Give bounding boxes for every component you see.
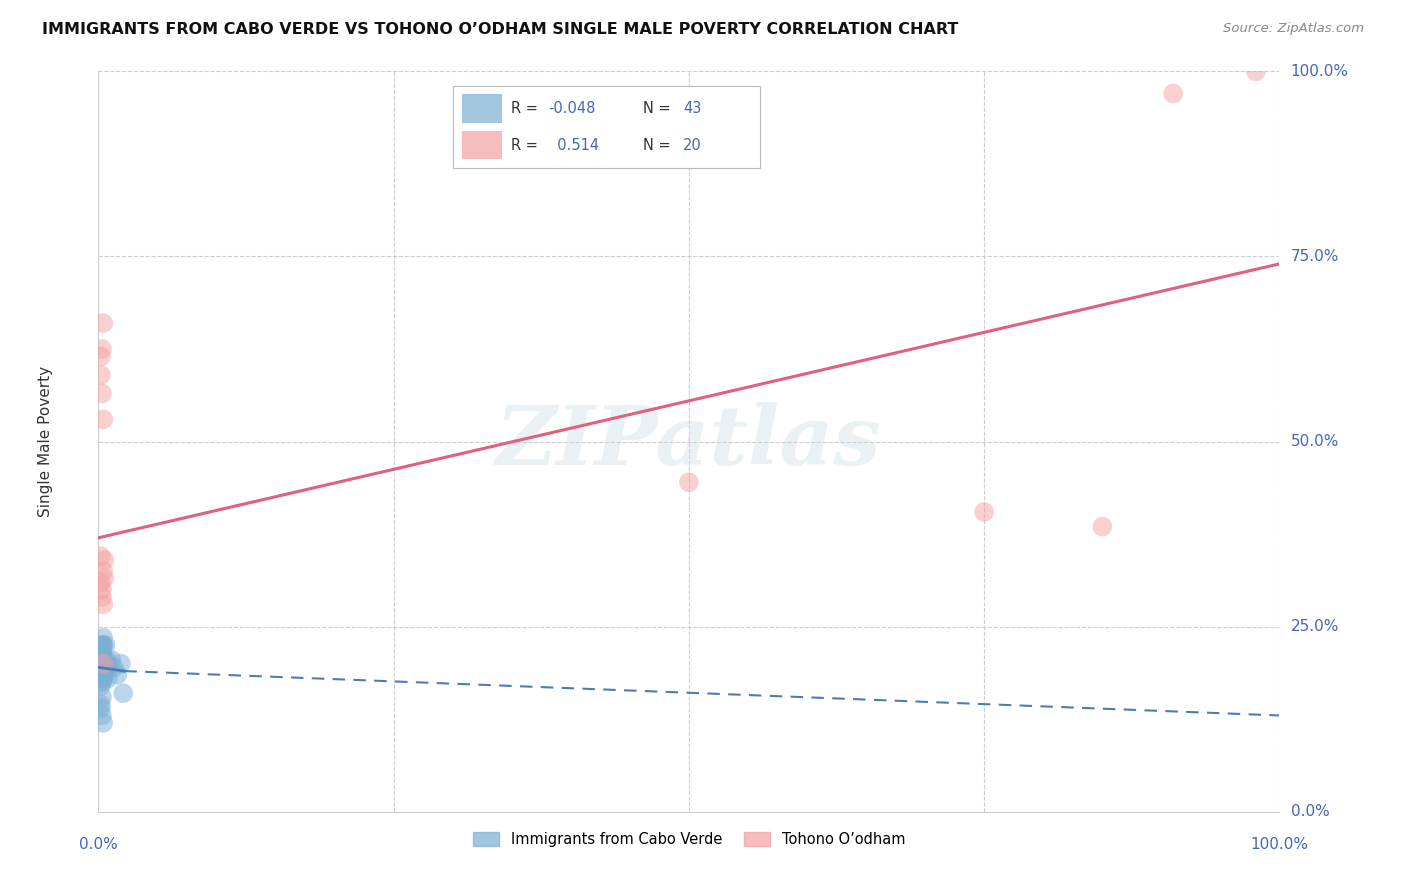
- Text: 100.0%: 100.0%: [1250, 837, 1309, 852]
- Text: Source: ZipAtlas.com: Source: ZipAtlas.com: [1223, 22, 1364, 36]
- Point: [91, 564, 114, 578]
- Point: [93, 572, 115, 586]
- Point: [91, 646, 114, 660]
- Point: [91, 598, 114, 612]
- Point: [91, 657, 114, 671]
- Point: [91, 664, 114, 678]
- Point: [93, 653, 115, 667]
- Point: [973, 505, 995, 519]
- Point: [90, 368, 112, 382]
- Point: [91, 316, 114, 330]
- Point: [90, 549, 112, 564]
- Point: [1091, 519, 1114, 533]
- Legend: Immigrants from Cabo Verde, Tohono O’odham: Immigrants from Cabo Verde, Tohono O’odh…: [467, 826, 911, 853]
- Point: [94, 664, 117, 678]
- Text: 25.0%: 25.0%: [1291, 619, 1339, 634]
- Point: [91, 638, 114, 652]
- Point: [93, 664, 115, 678]
- Text: 50.0%: 50.0%: [1291, 434, 1339, 449]
- Point: [96, 653, 118, 667]
- Point: [91, 590, 114, 604]
- Point: [90, 701, 112, 715]
- Point: [91, 657, 114, 671]
- Point: [112, 686, 135, 700]
- Text: 0.0%: 0.0%: [1291, 805, 1329, 819]
- Point: [91, 638, 114, 652]
- Point: [90, 698, 112, 712]
- Point: [91, 675, 114, 690]
- Point: [94, 638, 117, 652]
- Point: [93, 553, 115, 567]
- Point: [97, 672, 120, 686]
- Text: 0.0%: 0.0%: [79, 837, 118, 852]
- Point: [91, 631, 114, 645]
- Point: [93, 664, 115, 678]
- Point: [91, 638, 114, 652]
- Point: [110, 657, 132, 671]
- Point: [91, 672, 114, 686]
- Point: [91, 386, 114, 401]
- Point: [90, 646, 112, 660]
- Point: [1244, 64, 1267, 78]
- Point: [91, 582, 114, 597]
- Point: [91, 690, 114, 704]
- Point: [91, 646, 114, 660]
- Point: [91, 342, 114, 356]
- Point: [100, 653, 122, 667]
- Point: [90, 646, 112, 660]
- Point: [90, 657, 112, 671]
- Point: [98, 660, 121, 674]
- Point: [90, 350, 112, 364]
- Point: [91, 708, 114, 723]
- Point: [91, 657, 114, 671]
- Point: [103, 660, 125, 674]
- Point: [678, 475, 700, 490]
- Point: [91, 638, 114, 652]
- Point: [105, 667, 128, 681]
- Point: [90, 660, 112, 674]
- Point: [90, 679, 112, 693]
- Point: [93, 667, 115, 681]
- Point: [1161, 87, 1184, 101]
- Text: 100.0%: 100.0%: [1291, 64, 1348, 78]
- Point: [90, 575, 112, 590]
- Point: [90, 653, 112, 667]
- Point: [90, 653, 112, 667]
- Point: [91, 660, 114, 674]
- Text: ZIPatlas: ZIPatlas: [496, 401, 882, 482]
- Point: [91, 412, 114, 426]
- Point: [94, 660, 117, 674]
- Point: [91, 657, 114, 671]
- Text: 75.0%: 75.0%: [1291, 249, 1339, 264]
- Point: [90, 672, 112, 686]
- Point: [91, 715, 114, 730]
- Point: [91, 649, 114, 664]
- Text: Single Male Poverty: Single Male Poverty: [38, 366, 53, 517]
- Text: IMMIGRANTS FROM CABO VERDE VS TOHONO O’ODHAM SINGLE MALE POVERTY CORRELATION CHA: IMMIGRANTS FROM CABO VERDE VS TOHONO O’O…: [42, 22, 959, 37]
